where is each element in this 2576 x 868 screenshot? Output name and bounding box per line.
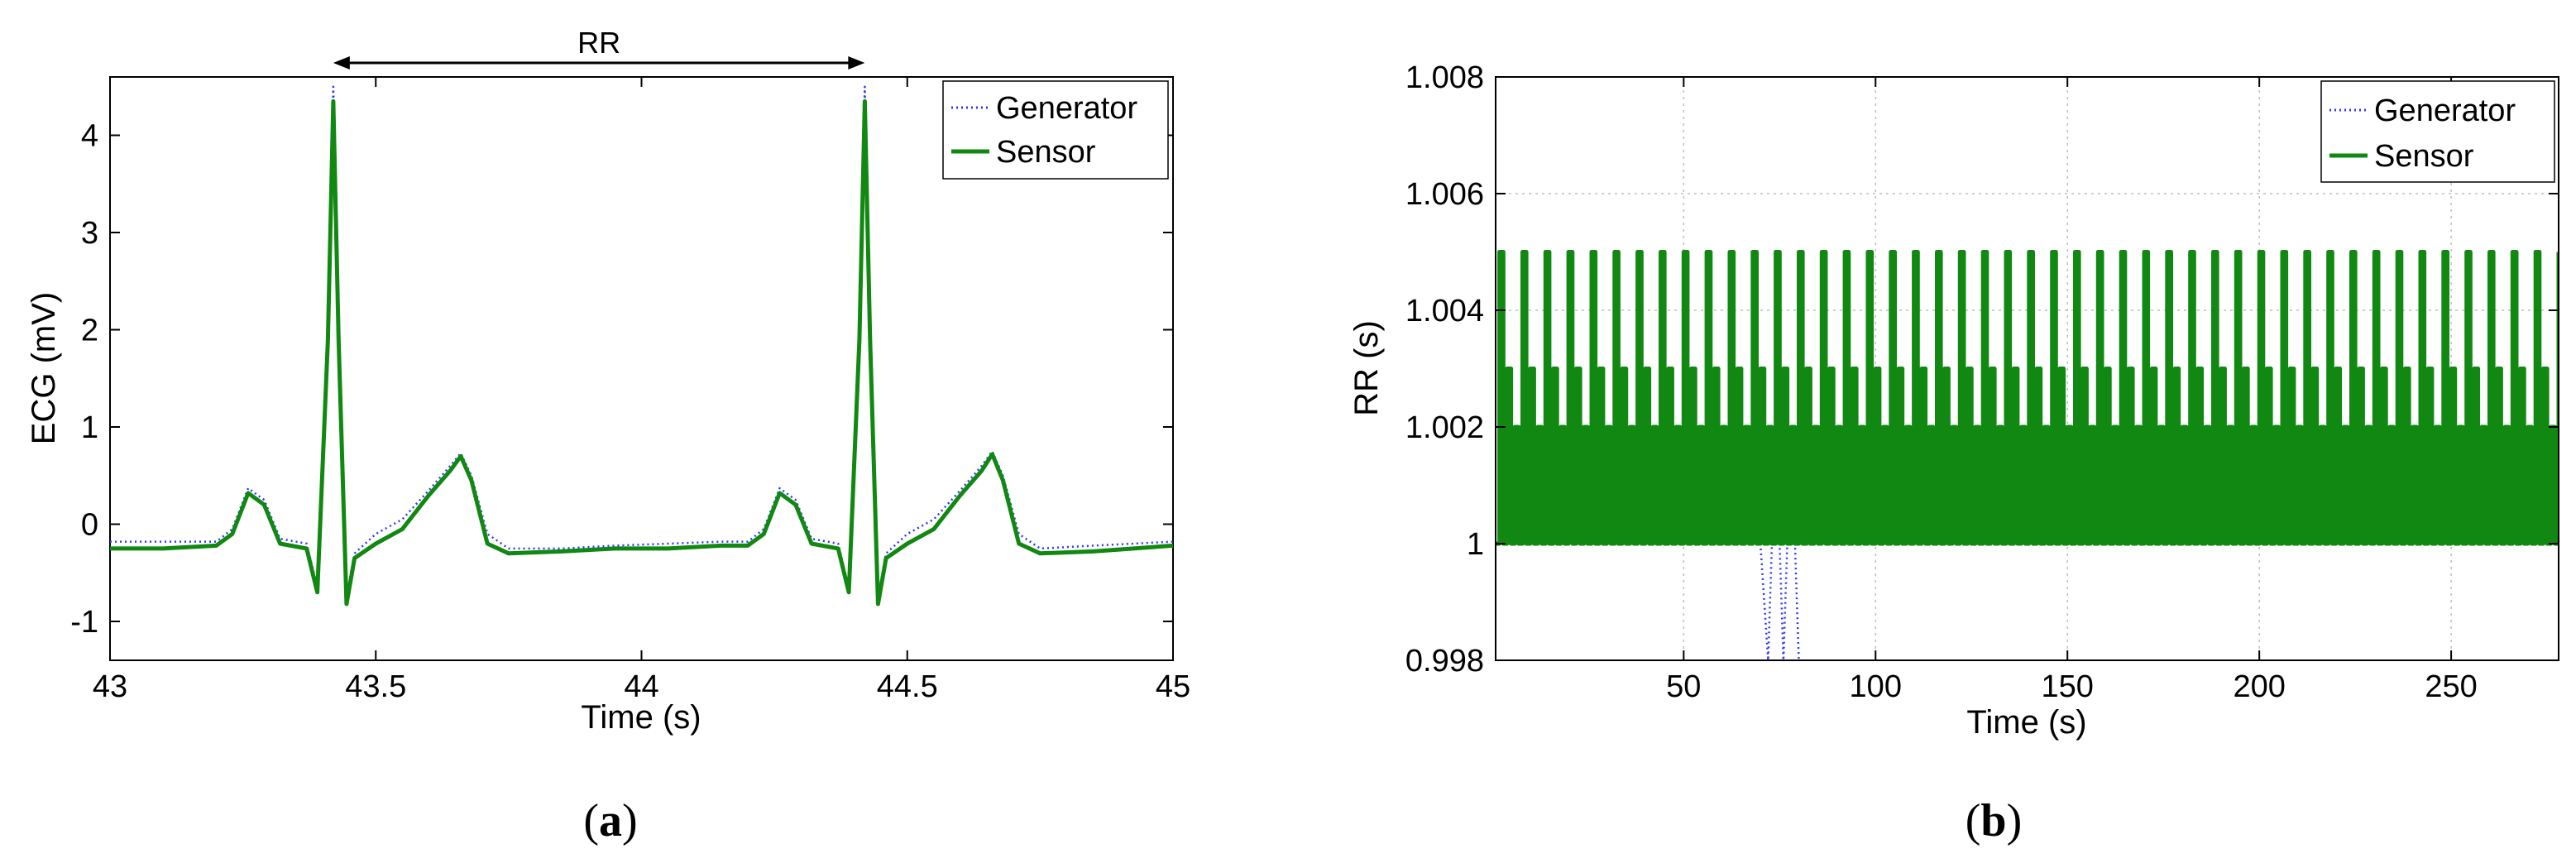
panel-b-letter: b [1980, 795, 2006, 846]
panel-b-series-sensor-line [1496, 250, 2559, 546]
panel-b-legend-generator-label: Generator [2374, 94, 2516, 128]
panel-b-legend-box [2320, 80, 2555, 183]
panel-a-x-axis-label: Time (s) [581, 699, 701, 736]
panel-b-y-tick-label: 1.004 [1405, 294, 1484, 328]
panel-a-y-tick-label: 2 [81, 314, 98, 348]
rr-annotation-label: RR [577, 26, 620, 60]
panel-a-series-sensor-line [110, 98, 1173, 607]
panel-b-legend-sensor-label: Sensor [2374, 139, 2474, 174]
panel-a-caption-label: (a) [583, 795, 637, 846]
rr-interval-annotation: RR [333, 26, 865, 70]
panel-b-x-tick-label: 250 [2425, 669, 2477, 704]
panel-a-x-tick-label: 45 [1156, 669, 1190, 704]
panel-a-y-tick-label: 0 [81, 508, 98, 543]
panel-b-y-ticks: 0.998 1 1.002 1.004 1.006 1.008 [1405, 60, 2559, 679]
panel-b-series [1496, 250, 2559, 660]
panel-a-x-tick-label: 43.5 [345, 669, 406, 704]
panel-a-y-axis-label: ECG (mV) [26, 292, 62, 444]
panel-b-caption-label: (b) [1966, 795, 2022, 846]
panel-b-plot-frame [1495, 76, 2559, 661]
panel-b-y-tick-label: 1.006 [1405, 177, 1484, 212]
panel-b-rr-chart: 0.998 1 1.002 1.004 1.006 1.008 50 100 150 200 25… [1348, 60, 2559, 741]
panel-a-x-tick-label: 44.5 [877, 669, 938, 704]
panel-b-y-tick-label: 1.008 [1405, 60, 1484, 95]
panel-b-x-axis-label: Time (s) [1966, 704, 2086, 741]
panel-b-x-ticks: 50 100 150 200 250 [1666, 77, 2478, 704]
panel-b-legend: Generator Sensor [2320, 80, 2555, 183]
panel-a-y-tick-label: 3 [81, 216, 98, 251]
panel-b-x-tick-label: 150 [2042, 669, 2094, 704]
panel-b-x-tick-label: 200 [2233, 669, 2285, 704]
panel-a-y-tick-label: 1 [81, 410, 98, 445]
panel-a-ecg-chart: -1 0 1 2 3 4 43 43.5 44 44.5 45 Time (s) ECG (mV)… [26, 26, 1190, 736]
panel-b-x-tick-label: 50 [1666, 669, 1701, 704]
panel-a-legend: Generator Sensor [942, 80, 1169, 180]
panel-a-x-tick-label: 44 [624, 669, 658, 704]
panel-a-x-ticks: 43 43.5 44 44.5 45 [93, 77, 1190, 704]
rr-annotation-right-arrowhead [848, 56, 865, 70]
panel-a-y-tick-label: -1 [70, 605, 98, 640]
panel-b-x-tick-label: 100 [1850, 669, 1902, 704]
panel-a-legend-sensor-label: Sensor [996, 135, 1096, 170]
panel-b-y-tick-label: 0.998 [1405, 644, 1484, 679]
panel-a-x-tick-label: 43 [93, 669, 127, 704]
panel-a-series-generator-line [110, 85, 1173, 598]
panel-a-legend-box [942, 80, 1169, 180]
panel-a-legend-generator-label: Generator [996, 91, 1137, 126]
rr-annotation-left-arrowhead [333, 56, 350, 70]
panel-a-series [110, 85, 1173, 607]
panel-a-y-ticks: -1 0 1 2 3 4 [70, 119, 1173, 640]
panel-a-y-tick-label: 4 [81, 119, 98, 154]
panel-b-y-tick-label: 1 [1467, 527, 1484, 562]
panel-a-letter: a [599, 795, 622, 846]
panel-b-y-tick-label: 1.002 [1405, 410, 1484, 445]
panel-b-y-axis-label: RR (s) [1348, 320, 1385, 416]
